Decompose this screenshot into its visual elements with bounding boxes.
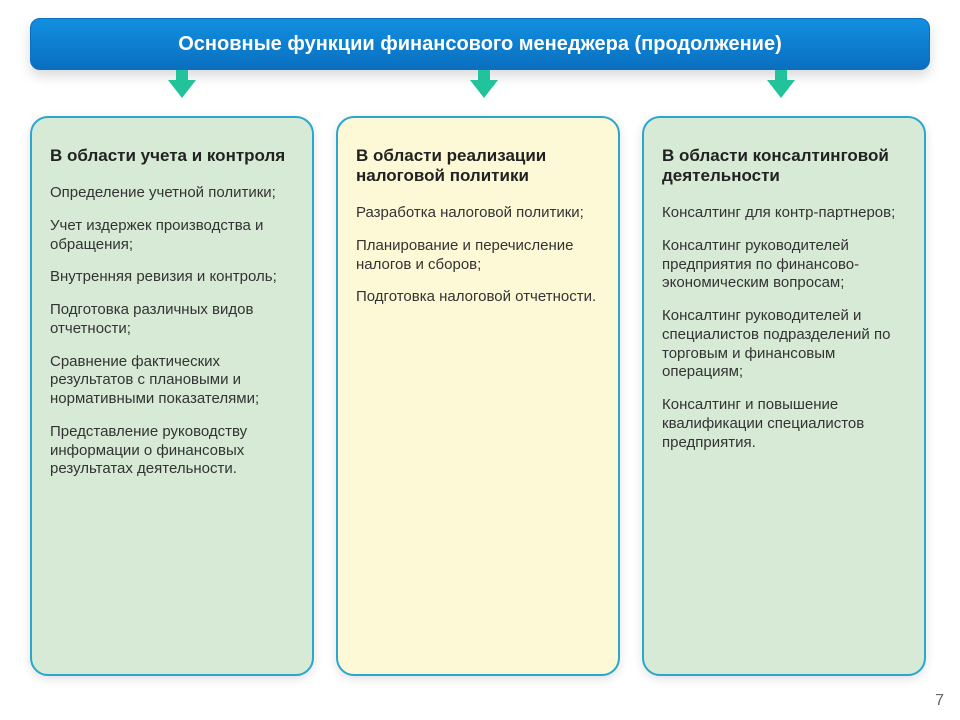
card-consulting: В области консалтинговой деятельности Ко… xyxy=(642,116,926,676)
card-item: Разработка налоговой политики; xyxy=(356,204,600,223)
card-tax: В области реализации налоговой политики … xyxy=(336,116,620,676)
card-item: Сравнение фактических результатов с план… xyxy=(50,353,294,409)
card-heading: В области реализации налоговой политики xyxy=(356,146,600,186)
card-heading: В области учета и контроля xyxy=(50,146,294,166)
card-item: Планирование и перечисление налогов и сб… xyxy=(356,237,600,275)
page-number: 7 xyxy=(935,692,944,710)
arrow-1 xyxy=(470,80,498,98)
card-item: Консалтинг для контр-партнеров; xyxy=(662,204,906,223)
header-title: Основные функции финансового менеджера (… xyxy=(178,33,782,56)
card-item: Консалтинг и повышение квалификации спец… xyxy=(662,396,906,452)
card-item: Внутренняя ревизия и контроль; xyxy=(50,268,294,287)
card-item: Определение учетной политики; xyxy=(50,184,294,203)
card-item: Консалтинг руководителей предприятия по … xyxy=(662,237,906,293)
header-bar: Основные функции финансового менеджера (… xyxy=(30,18,930,70)
arrow-2 xyxy=(767,80,795,98)
arrow-0 xyxy=(168,80,196,98)
card-item: Консалтинг руководителей и специалистов … xyxy=(662,307,906,382)
card-item: Подготовка различных видов отчетности; xyxy=(50,301,294,339)
card-accounting: В области учета и контроля Определение у… xyxy=(30,116,314,676)
card-heading: В области консалтинговой деятельности xyxy=(662,146,906,186)
card-item: Учет издержек производства и обращения; xyxy=(50,217,294,255)
card-item: Представление руководству информации о ф… xyxy=(50,423,294,479)
card-item: Подготовка налоговой отчетности. xyxy=(356,288,600,307)
